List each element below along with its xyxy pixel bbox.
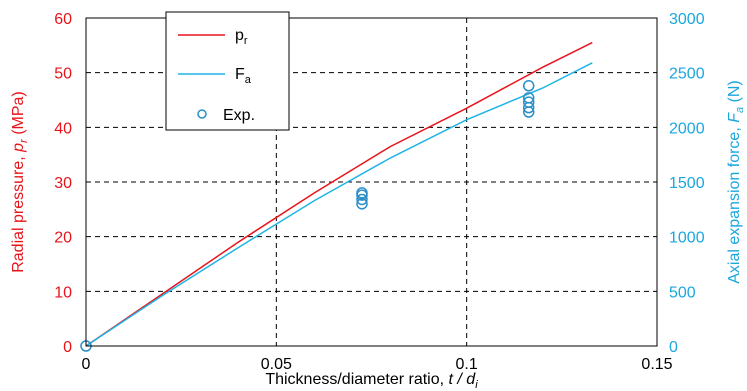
x-axis-title-prefix: Thickness/diameter ratio, (265, 371, 448, 388)
left-y-tick-label: 10 (54, 284, 72, 301)
left-axis-title-prefix: Radial pressure, (10, 152, 27, 273)
exp-point (356, 198, 368, 210)
right-y-tick-label: 2500 (669, 66, 705, 83)
left-y-tick-label: 20 (54, 230, 72, 247)
left-axis-title-suffix: (MPa) (10, 91, 27, 139)
right-y-tick-label: 500 (669, 284, 696, 301)
left-y-tick-label: 0 (63, 339, 72, 356)
tick-labels: 0 0.05 0.1 0.150102030405060050010001500200… (54, 11, 704, 373)
exp-point (522, 96, 535, 108)
left-axis-title-var: p (10, 143, 27, 153)
legend-swatch-exp (197, 109, 207, 119)
right-y-tick-label: 0 (669, 339, 678, 356)
legend-label-pr: pr (235, 27, 248, 47)
right-axis-title-sub: a (734, 107, 746, 113)
exp-point (522, 80, 535, 92)
x-axis-title: Thickness/diameter ratio, t / di (265, 371, 478, 391)
x-tick-label: 0.05 (261, 356, 292, 373)
left-y-tick-label: 30 (54, 175, 72, 192)
left-axis-title: Radial pressure, pr (MPa) (10, 91, 30, 273)
legend-label-fa-sub: a (245, 74, 252, 86)
right-y-tick-label: 1000 (669, 230, 705, 247)
legend-label-pr-main: p (235, 27, 244, 44)
legend-label-exp: Exp. (223, 107, 255, 124)
legend: pr Fa Exp. (165, 11, 290, 131)
legend-label-pr-sub: r (244, 35, 248, 47)
series-layer (80, 41, 593, 352)
plot-frame (85, 17, 658, 347)
right-y-tick-label: 3000 (669, 11, 705, 28)
series-line-fa (85, 62, 593, 347)
legend-label-fa-main: F (235, 66, 245, 83)
left-y-tick-label: 40 (54, 120, 72, 137)
exp-point (522, 92, 535, 104)
left-y-tick-label: 50 (54, 66, 72, 83)
left-axis-title-sub: r (18, 138, 30, 143)
left-y-tick-label: 60 (54, 11, 72, 28)
exp-point (356, 193, 368, 206)
right-y-tick-label: 2000 (669, 120, 705, 137)
x-tick-label: 0.1 (456, 356, 478, 373)
x-tick-label: 0 (82, 356, 91, 373)
exp-point (356, 187, 368, 199)
x-axis-title-sub: i (475, 379, 478, 391)
x-tick-label: 0.15 (641, 356, 672, 373)
x-axis-title-var: t / d (449, 371, 477, 388)
right-y-tick-label: 1500 (669, 175, 705, 192)
legend-box (165, 11, 290, 131)
right-axis-title-suffix: (N) (726, 80, 743, 107)
right-axis-title: Axial expansion force, Fa (N) (726, 80, 746, 284)
series-line-pr (85, 41, 593, 347)
legend-label-fa: Fa (235, 66, 252, 86)
right-axis-title-var: F (726, 112, 743, 123)
right-axis-title-prefix: Axial expansion force, (726, 123, 743, 284)
